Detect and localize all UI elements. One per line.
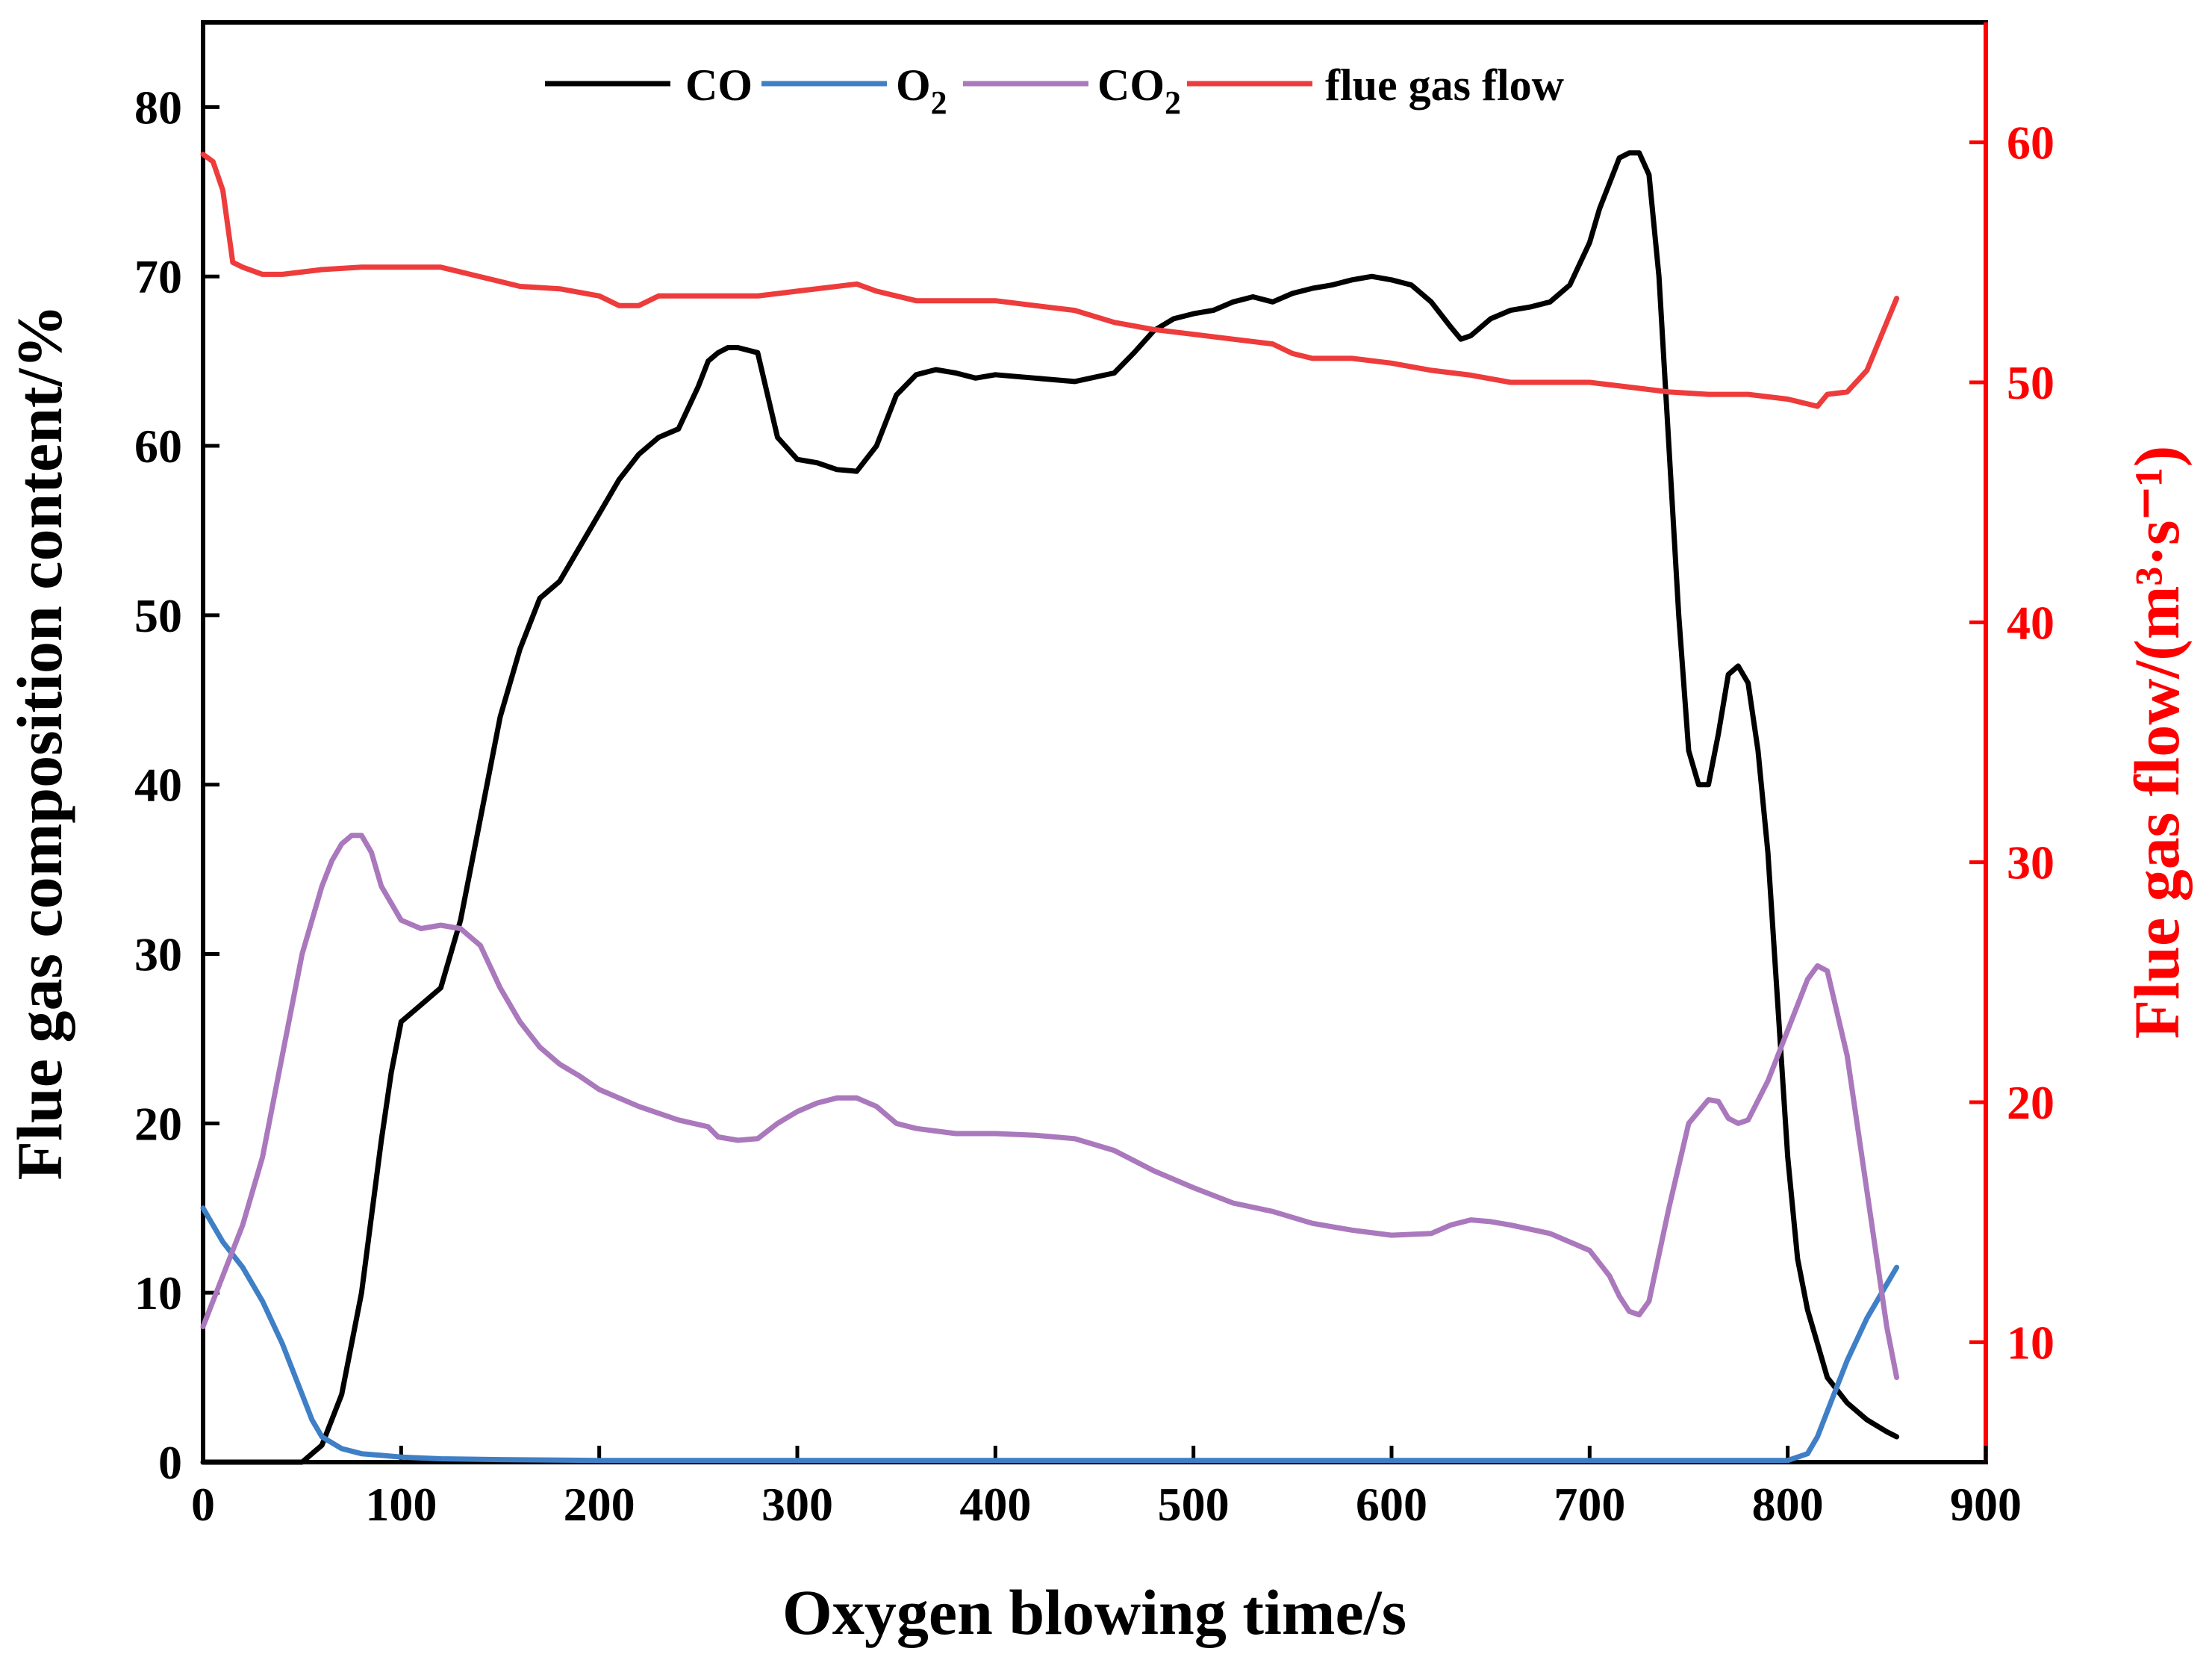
y2-tick-label: 50 <box>2007 356 2054 409</box>
y-tick-label: 30 <box>134 928 182 981</box>
y2-tick-label: 60 <box>2007 116 2054 170</box>
y-tick-label: 60 <box>134 420 182 473</box>
series-line-o2 <box>200 1205 1900 1464</box>
y2-tick-label: 20 <box>2007 1076 2054 1129</box>
series-group <box>200 150 1900 1465</box>
y-tick-label: 0 <box>158 1436 182 1489</box>
x-tick-label: 300 <box>761 1478 833 1531</box>
y-tick-label: 40 <box>134 759 182 812</box>
x-tick-label: 0 <box>191 1478 215 1531</box>
y-tick-label: 50 <box>134 589 182 642</box>
series-line-co <box>200 150 1900 1465</box>
x-tick-label: 900 <box>1950 1478 2022 1531</box>
y2-tick-label: 10 <box>2007 1316 2054 1369</box>
y-tick-label: 10 <box>134 1266 182 1320</box>
x-tick-label: 500 <box>1158 1478 1230 1531</box>
y-tick-label: 70 <box>134 250 182 303</box>
x-axis-title: Oxygen blowing time/s <box>782 1576 1406 1648</box>
y-axis-title: Flue gas composition content/% <box>4 305 75 1181</box>
y-tick-label: 80 <box>134 81 182 134</box>
x-tick-label: 400 <box>959 1478 1031 1531</box>
legend-label-co: CO <box>685 60 753 110</box>
series-line-co2 <box>200 833 1900 1381</box>
x-tick-label: 700 <box>1554 1478 1625 1531</box>
axes-group: 0 100 200 300 400 500 600 700 800 900 0 10 20 30 40 50 6… <box>134 20 2054 1531</box>
x-tick-label: 100 <box>365 1478 437 1531</box>
x-tick-label: 800 <box>1752 1478 1824 1531</box>
y2-tick-label: 40 <box>2007 596 2054 649</box>
legend-label-co2: CO2 <box>1097 60 1181 121</box>
x-tick-label: 600 <box>1356 1478 1427 1531</box>
legend-label-o2: O2 <box>896 60 947 121</box>
legend-label-flow: flue gas flow <box>1325 60 1565 110</box>
y2-tick-label: 30 <box>2007 836 2054 889</box>
x-tick-label: 200 <box>564 1478 635 1531</box>
legend: CO O2 CO2 flue gas flow <box>545 60 1565 121</box>
y-tick-label: 20 <box>134 1097 182 1150</box>
y2-axis-title: Flue gas flow/(m³·s⁻¹) <box>2121 446 2193 1039</box>
series-line-flue-gas-flow <box>200 152 1900 409</box>
